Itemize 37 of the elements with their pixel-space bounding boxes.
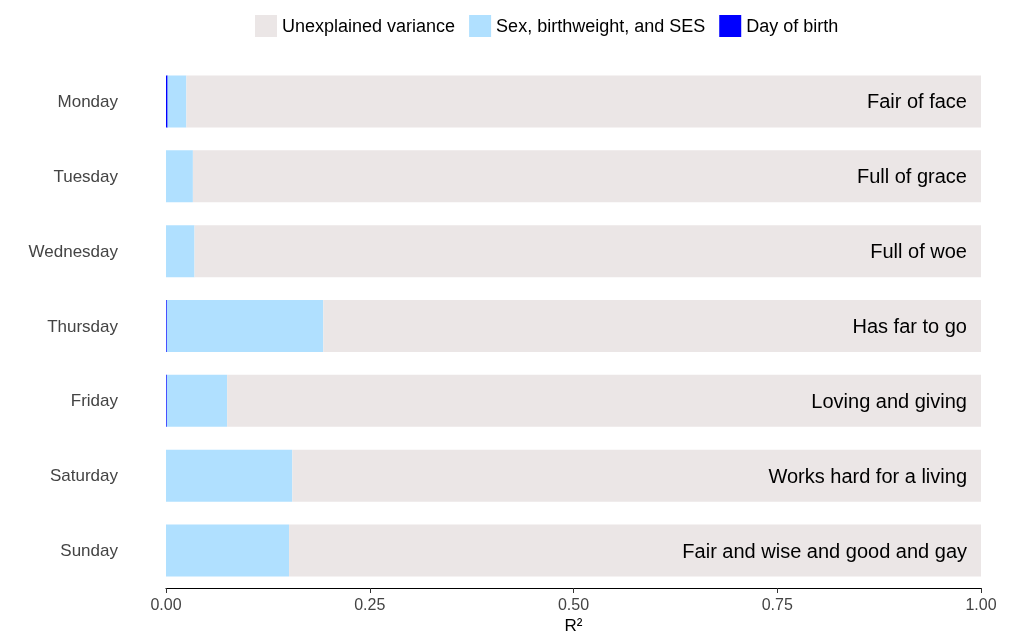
bar [166,374,228,427]
legend-label: Sex, birthweight, and SES [496,16,706,36]
y-tick-label: Tuesday [53,166,119,186]
bar [227,374,981,427]
bar [166,524,290,577]
x-tick-label: 0.75 [761,595,793,613]
annotation: Full of woe [870,240,967,263]
x-tick-label: 0.50 [557,595,590,613]
bar [166,150,193,203]
bar [166,225,195,278]
y-tick-label: Wednesday [28,241,119,261]
annotation: Loving and giving [811,389,967,412]
legend-label: Day of birth [746,16,839,36]
annotation: Fair of face [866,90,967,113]
annotation: Works hard for a living [768,464,967,487]
annotation: Fair and wise and good and gay [682,539,967,562]
x-axis-title: R² [564,615,583,635]
y-tick-label: Sunday [60,541,119,561]
x-tick-label: 0.25 [354,595,386,613]
bar [289,524,981,577]
legend-label: Unexplained variance [282,16,456,36]
bar [167,75,187,128]
bar [194,225,981,278]
bar [186,75,981,128]
y-tick-label: Saturday [49,466,119,486]
x-tick-label: 0.00 [150,595,182,613]
bar [292,449,981,502]
y-tick-label: Monday [57,91,119,111]
bar [166,449,293,502]
annotation: Has far to go [852,315,967,337]
y-tick-label: Friday [70,391,119,411]
bar [166,300,324,352]
bar [192,150,981,203]
x-tick-label: 1.00 [965,595,997,613]
annotation: Full of grace [856,165,967,188]
bar [323,300,981,352]
y-tick-label: Thursday [47,316,119,336]
